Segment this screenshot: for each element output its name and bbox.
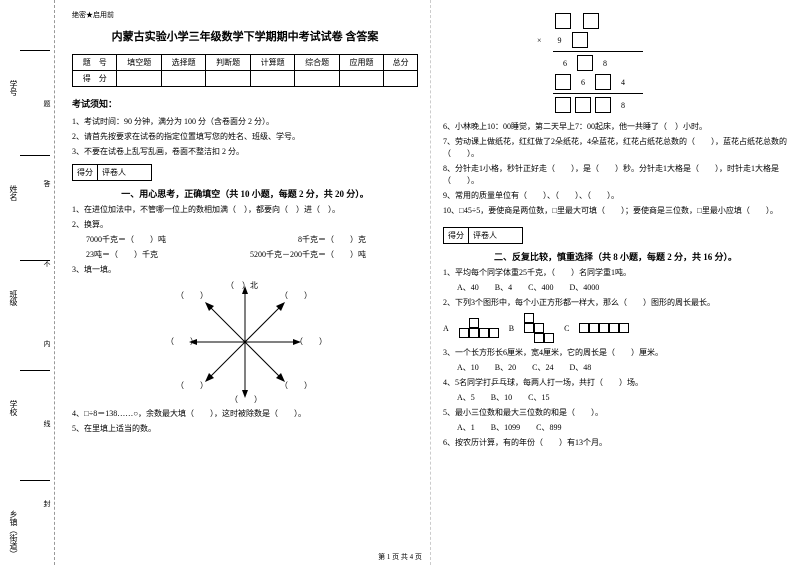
s2q2: 2、下列3个图形中，每个小正方形都一样大，那么（ ）图形的周长最长。	[443, 297, 788, 309]
q2b: 8千克＝（ ）克	[298, 234, 366, 246]
compass-diagram: （ ）北 （ ） （ ） （ ） （ ） （ ） （ ） （ ）	[180, 282, 310, 402]
s2q1o: A、40 B、4 C、400 D、4000	[457, 282, 788, 294]
q7: 7、劳动课上做纸花，红红做了2朵纸花，4朵蓝花，红花占纸花总数的（ ），蓝花占纸…	[443, 136, 788, 160]
bl-0	[20, 480, 50, 481]
q5: 5、在里填上适当的数。	[72, 423, 418, 435]
s2q5: 5、最小三位数和最大三位数的和是（ ）。	[443, 407, 788, 419]
secret-label: 绝密★启用前	[72, 10, 418, 20]
lbl-b: B	[509, 324, 514, 333]
bind-lbl-2: 班级	[8, 290, 19, 306]
dash-3: 不	[42, 260, 52, 271]
cl-ne: （ ）	[280, 290, 312, 301]
q2a: 7000千克＝（ ）吨	[86, 234, 166, 246]
sh2-b: 评卷人	[469, 228, 501, 243]
q2c: 23吨＝（ ）千克	[86, 249, 158, 261]
sh-b: 评卷人	[98, 165, 130, 180]
s2q3: 3、一个长方形长6厘米，宽4厘米，它的周长是（ ）厘米。	[443, 347, 788, 359]
st-c5: 综合题	[295, 55, 339, 71]
q4: 4、□÷8＝138……○，余数最大填（ ），这时被除数是（ ）。	[72, 408, 418, 420]
s2q4o: A、5 B、10 C、15	[457, 392, 788, 404]
st-c7: 总分	[384, 55, 418, 71]
right-column: × 9 6 8 6 4 8 6、小林晚上10：00睡觉，第二天早上7：00起床，…	[430, 0, 800, 565]
q9: 9、常用的质量单位有（ ）、（ ）、（ ）。	[443, 190, 788, 202]
exam-title: 内蒙古实验小学三年级数学下学期期中考试试卷 含答案	[72, 28, 418, 44]
notice-2: 2、请首先按要求在试卷的指定位置填写您的姓名、班级、学号。	[72, 131, 418, 143]
s2q3o: A、10 B、20 C、24 D、48	[457, 362, 788, 374]
shapes-row: A B C	[443, 313, 788, 343]
sh2-a: 得分	[444, 228, 469, 243]
q10: 10、□45÷5，要使商是两位数，□里最大可填（ ）；要使商是三位数，□里最小应…	[443, 205, 788, 217]
s2q1: 1、平均每个同学体重25千克，（ ）名同学重1吨。	[443, 267, 788, 279]
notice-1: 1、考试时间：90 分钟，满分为 100 分（含卷面分 2 分）。	[72, 116, 418, 128]
lbl-a: A	[443, 324, 449, 333]
dash-2: 内	[42, 340, 52, 351]
st-c3: 判断题	[206, 55, 250, 71]
cl-w: （ ）	[166, 336, 198, 347]
st-c6: 应用题	[339, 55, 383, 71]
bind-lbl-4: 学号	[8, 80, 19, 96]
q2d: 5200千克－200千克＝（ ）吨	[250, 249, 366, 261]
section-head-2: 得分 评卷人	[443, 227, 523, 244]
st-c1: 填空题	[117, 55, 161, 71]
q1: 1、在进位加法中，不管哪一位上的数相加满（ ），都要向（ ）进（ ）。	[72, 204, 418, 216]
section-head-1: 得分 评卷人	[72, 164, 152, 181]
lbl-c: C	[564, 324, 569, 333]
calc-problem: × 9 6 8 6 4 8	[553, 13, 788, 113]
q3: 3、填一填。	[72, 264, 418, 276]
shape-a	[459, 318, 499, 338]
dash-5: 题	[42, 100, 52, 111]
sec2-title: 二、反复比较，慎重选择（共 8 小题，每题 2 分，共 16 分）。	[443, 250, 788, 263]
shape-b	[524, 313, 554, 343]
st-r2: 得 分	[73, 71, 117, 87]
score-table: 题 号 填空题 选择题 判断题 计算题 综合题 应用题 总分 得 分	[72, 54, 418, 87]
bl-3	[20, 155, 50, 156]
shape-c	[579, 323, 629, 333]
bind-lbl-1: 学校	[8, 400, 19, 416]
bind-lbl-0: 乡镇（街道）	[8, 510, 19, 558]
cl-n: （ ）北	[226, 280, 258, 291]
sh-a: 得分	[73, 165, 98, 180]
cl-e: （ ）	[295, 336, 327, 347]
s2q6: 6、按农历计算，有的年份（ ）有13个月。	[443, 437, 788, 449]
cl-nw: （ ）	[176, 290, 208, 301]
page-footer: 第 1 页 共 4 页	[0, 552, 800, 562]
q2: 2、换算。	[72, 219, 418, 231]
st-c0: 题 号	[73, 55, 117, 71]
s2q5o: A、1 B、1099 C、899	[457, 422, 788, 434]
bind-lbl-3: 姓名	[8, 185, 19, 201]
dash-1: 线	[42, 420, 52, 431]
cl-se: （ ）	[280, 380, 312, 391]
st-c4: 计算题	[250, 55, 294, 71]
q8: 8、分针走1小格，秒针正好走（ ），是（ ）秒。分针走1大格是（ ），时针走1大…	[443, 163, 788, 187]
cl-sw: （ ）	[176, 380, 208, 391]
notice-head: 考试须知：	[72, 97, 418, 110]
dash-0: 封	[42, 500, 52, 511]
notice-3: 3、不要在试卷上乱写乱画，卷面不整洁扣 2 分。	[72, 146, 418, 158]
q6: 6、小林晚上10：00睡觉，第二天早上7：00起床，他一共睡了（ ）小时。	[443, 121, 788, 133]
sec1-title: 一、用心思考，正确填空（共 10 小题，每题 2 分，共 20 分）。	[72, 187, 418, 200]
dash-4: 答	[42, 180, 52, 191]
s2q4: 4、5名同学打乒乓球，每两人打一场，共打（ ）场。	[443, 377, 788, 389]
st-c2: 选择题	[161, 55, 205, 71]
bl-4	[20, 50, 50, 51]
left-column: 绝密★启用前 内蒙古实验小学三年级数学下学期期中考试试卷 含答案 题 号 填空题…	[60, 0, 430, 565]
cl-s: （ ）	[230, 394, 262, 405]
bl-1	[20, 370, 50, 371]
